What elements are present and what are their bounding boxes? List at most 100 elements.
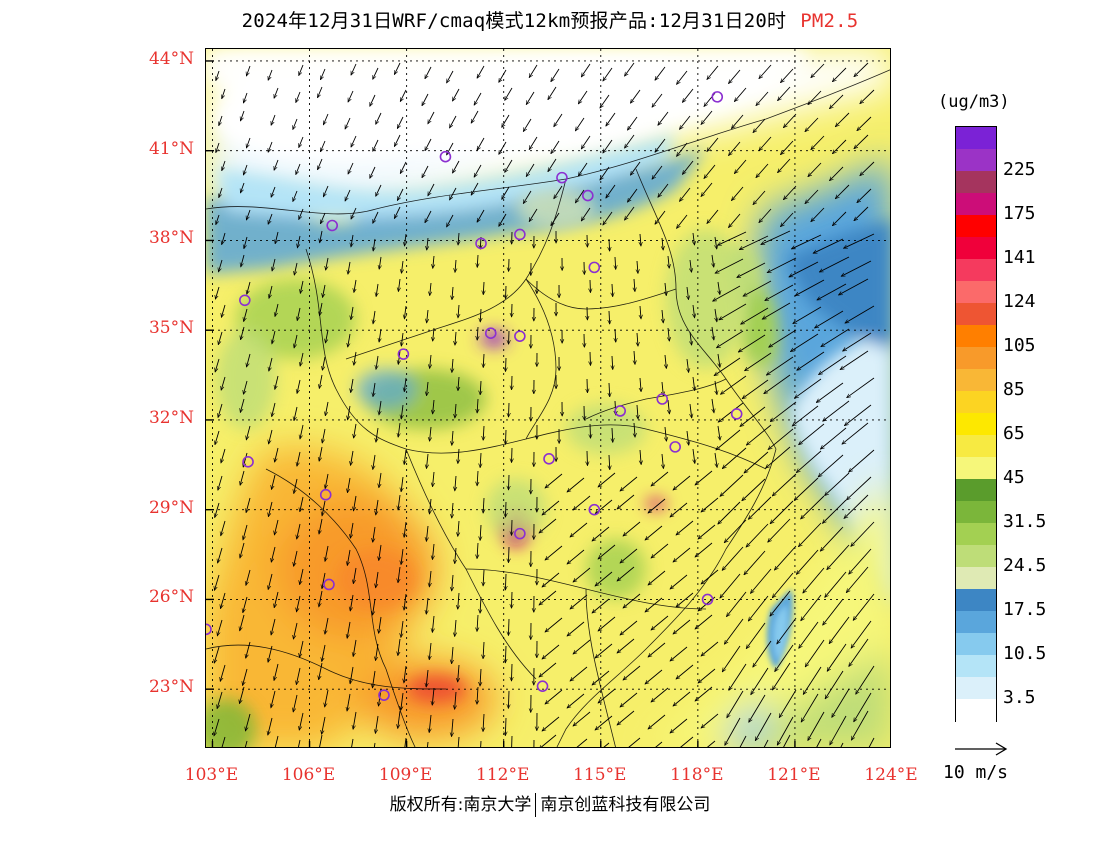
wind-vector [640, 233, 641, 246]
wind-vector [529, 208, 538, 222]
wind-vector [539, 590, 557, 605]
wind-vector [294, 406, 298, 421]
city-marker [711, 91, 724, 103]
wind-vector [218, 331, 223, 345]
wind-vector [470, 182, 479, 195]
wind-vector [297, 739, 301, 747]
wind-vector [769, 329, 797, 347]
wind-vector [294, 478, 298, 494]
wind-vector [851, 620, 872, 648]
wind-vector [404, 737, 407, 747]
wind-vector [424, 210, 432, 223]
wind-vector [429, 570, 431, 587]
wind-vector [240, 398, 245, 413]
wind-vector [803, 666, 822, 694]
wind-vector [780, 68, 794, 83]
legend-swatch [956, 611, 996, 634]
wind-vector [372, 67, 379, 79]
wind-vector [851, 521, 875, 546]
wind-vector [655, 66, 666, 80]
wind-vector [548, 158, 557, 172]
wind-vector [317, 86, 323, 98]
legend-label: 105 [1003, 335, 1036, 356]
wind-vector [772, 572, 794, 598]
wind-vector [458, 232, 459, 245]
wind-vector [508, 474, 509, 490]
wind-vector [720, 375, 747, 394]
wind-vector [473, 164, 482, 177]
wind-vector [399, 89, 407, 102]
wind-vector [819, 256, 850, 273]
wind-vector [477, 542, 478, 559]
wind-vector [854, 134, 869, 149]
wind-vector [746, 523, 769, 547]
legend-swatch [956, 545, 996, 568]
wind-vector [603, 211, 613, 225]
wind-vector [676, 592, 694, 607]
wind-vector [682, 88, 694, 102]
wind-vector [718, 501, 741, 524]
wind-vector [274, 735, 279, 747]
wind-vector [499, 69, 507, 82]
wind-vector [746, 424, 772, 445]
wind-vector [796, 549, 819, 574]
legend-swatch [956, 281, 996, 304]
wind-vector [715, 258, 744, 274]
city-marker [475, 237, 487, 250]
wind-vector [738, 334, 766, 352]
wind-vector [623, 521, 641, 536]
wind-vector [219, 187, 223, 198]
legend-unit: (ug/m3) [938, 92, 1010, 112]
city-marker [543, 453, 555, 465]
wind-vector [376, 427, 378, 442]
wind-vector [347, 90, 354, 102]
wind-vector [477, 254, 478, 267]
wind-vector [398, 710, 401, 728]
wind-vector [480, 524, 481, 540]
wind-vector [354, 423, 357, 438]
wind-vector [844, 404, 872, 426]
wind-vector [727, 690, 744, 718]
wind-vector [240, 470, 245, 485]
wind-vector [793, 306, 822, 324]
wind-vector [351, 306, 353, 320]
wind-vector [612, 283, 613, 297]
wind-vector [640, 377, 641, 392]
wind-vector [398, 278, 400, 292]
wind-vector [393, 62, 401, 75]
wind-vector [701, 641, 719, 656]
city-marker [556, 171, 568, 184]
wind-vector [296, 667, 301, 685]
wind-vector [430, 282, 431, 296]
wind-vector [222, 160, 226, 171]
wind-vector [246, 569, 251, 585]
lat-label: 26°N [148, 587, 194, 608]
wind-vector [221, 520, 226, 536]
wind-vector [741, 307, 769, 324]
wind-vector [603, 742, 610, 747]
wind-vector [216, 70, 220, 81]
wind-vector [615, 328, 616, 342]
wind-vector [670, 574, 688, 589]
wind-vector [477, 398, 478, 413]
wind-vector [293, 694, 298, 712]
wind-vector [707, 740, 716, 747]
wind-vector [539, 518, 557, 533]
wind-vector [322, 644, 326, 661]
wind-vector [350, 207, 357, 219]
wind-vector [658, 111, 669, 125]
wind-vector [573, 711, 591, 726]
wind-vector [430, 354, 431, 368]
wind-vector [372, 670, 376, 688]
wind-vector [620, 548, 638, 563]
wind-vector [761, 230, 791, 245]
wind-vector [829, 166, 844, 181]
wind-vector [398, 566, 400, 583]
wind-vector [274, 663, 279, 681]
wind-vector [214, 646, 220, 663]
wind-vector [648, 714, 666, 729]
wind-vector [713, 285, 741, 302]
wind-vector [817, 283, 847, 301]
wind-vector [404, 377, 406, 392]
wind-vector [677, 214, 688, 228]
